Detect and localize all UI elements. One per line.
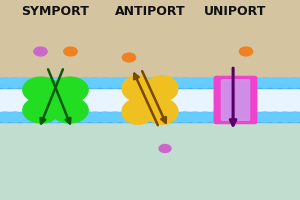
Circle shape (227, 112, 243, 122)
Circle shape (248, 78, 262, 88)
Circle shape (159, 145, 171, 152)
Circle shape (0, 78, 13, 88)
Circle shape (227, 78, 243, 88)
Circle shape (87, 78, 103, 88)
Ellipse shape (142, 95, 158, 105)
Circle shape (188, 78, 202, 88)
Circle shape (197, 78, 213, 88)
Bar (0, 78, 300, 88)
Ellipse shape (122, 99, 154, 124)
Circle shape (248, 112, 262, 122)
Ellipse shape (44, 93, 67, 107)
Ellipse shape (51, 97, 88, 123)
Circle shape (218, 112, 232, 122)
Circle shape (257, 78, 273, 88)
Circle shape (128, 112, 142, 122)
Circle shape (0, 112, 13, 122)
Circle shape (158, 78, 172, 88)
Circle shape (167, 78, 183, 88)
Bar (0, 88, 300, 112)
Circle shape (177, 78, 193, 88)
Ellipse shape (23, 97, 60, 123)
Ellipse shape (51, 77, 88, 103)
Circle shape (287, 78, 300, 88)
Ellipse shape (23, 77, 60, 103)
Circle shape (188, 112, 202, 122)
Text: SYMPORT: SYMPORT (22, 5, 89, 18)
Circle shape (267, 112, 283, 122)
Circle shape (237, 112, 253, 122)
Circle shape (8, 78, 22, 88)
Circle shape (77, 78, 93, 88)
Circle shape (57, 112, 73, 122)
Circle shape (287, 112, 300, 122)
Circle shape (137, 112, 153, 122)
Circle shape (137, 78, 153, 88)
Circle shape (278, 112, 292, 122)
Circle shape (128, 78, 142, 88)
Circle shape (47, 78, 63, 88)
Circle shape (147, 112, 163, 122)
Circle shape (267, 78, 283, 88)
Circle shape (278, 78, 292, 88)
FancyBboxPatch shape (214, 76, 257, 124)
Text: UNIPORT: UNIPORT (204, 5, 267, 18)
Circle shape (117, 78, 133, 88)
Circle shape (87, 112, 103, 122)
Circle shape (68, 78, 82, 88)
Circle shape (167, 112, 183, 122)
Bar (0, 112, 300, 122)
FancyBboxPatch shape (221, 80, 250, 120)
Circle shape (8, 112, 22, 122)
Circle shape (207, 112, 223, 122)
Circle shape (38, 112, 52, 122)
Circle shape (257, 112, 273, 122)
Circle shape (218, 78, 232, 88)
Circle shape (27, 112, 43, 122)
Circle shape (17, 112, 33, 122)
Circle shape (38, 78, 52, 88)
Circle shape (77, 112, 93, 122)
Circle shape (68, 112, 82, 122)
Circle shape (122, 53, 136, 62)
Bar (0, 0, 300, 78)
Ellipse shape (122, 76, 154, 101)
Circle shape (207, 78, 223, 88)
Ellipse shape (146, 99, 178, 124)
Ellipse shape (146, 76, 178, 101)
Circle shape (47, 112, 63, 122)
Circle shape (27, 78, 43, 88)
Circle shape (197, 112, 213, 122)
Circle shape (17, 78, 33, 88)
Circle shape (34, 47, 47, 56)
Circle shape (239, 47, 253, 56)
Circle shape (117, 112, 133, 122)
Circle shape (57, 78, 73, 88)
Circle shape (64, 47, 77, 56)
Circle shape (98, 78, 112, 88)
Circle shape (107, 112, 123, 122)
Circle shape (98, 112, 112, 122)
Text: ANTIPORT: ANTIPORT (115, 5, 185, 18)
Circle shape (158, 112, 172, 122)
Circle shape (147, 78, 163, 88)
Circle shape (237, 78, 253, 88)
Bar (0, 122, 300, 200)
Circle shape (107, 78, 123, 88)
Circle shape (177, 112, 193, 122)
